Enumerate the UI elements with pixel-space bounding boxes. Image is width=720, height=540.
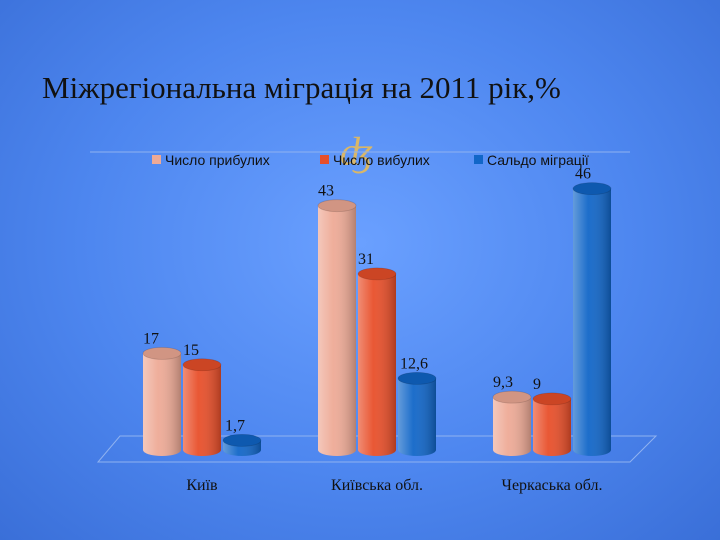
bar-київ-series-0 — [142, 347, 182, 456]
legend-entry-2: Сальдо міграції — [487, 152, 589, 168]
bar-київ-series-2 — [222, 433, 262, 456]
data-label-київська-обл-series-2: 12,6 — [400, 355, 428, 372]
legend-swatch-0 — [152, 155, 161, 164]
bar-черкаська-обл-series-2 — [572, 182, 612, 457]
bar-черкаська-обл-series-1 — [532, 392, 572, 456]
data-label-київ-series-1: 15 — [183, 342, 199, 359]
bar-київ-series-1 — [182, 358, 222, 456]
chart-bars — [142, 182, 612, 457]
legend-swatch-2 — [474, 155, 483, 164]
category-label-черкаська-обл: Черкаська обл. — [502, 477, 603, 494]
chart-floor — [96, 435, 658, 463]
bar-київська-обл-series-2 — [397, 372, 437, 456]
data-label-київ-series-0: 17 — [143, 330, 159, 347]
data-label-черкаська-обл-series-2: 46 — [575, 166, 591, 183]
bar-київська-обл-series-1 — [357, 267, 397, 456]
bar-черкаська-обл-series-0 — [492, 390, 532, 456]
chart-legend: Число прибулих Число вибулих Сальдо міграц… — [90, 151, 630, 168]
data-label-київська-обл-series-1: 31 — [358, 251, 374, 268]
bar-київська-обл-series-0 — [317, 199, 357, 456]
slide-title: Міжрегіональна міграція на 2011 рік,% — [42, 70, 561, 105]
category-label-київ: Київ — [186, 477, 218, 494]
data-label-черкаська-обл-series-1: 9 — [533, 376, 541, 393]
legend-entry-0: Число прибулих — [165, 152, 270, 168]
data-label-київська-обл-series-0: 43 — [318, 183, 334, 200]
floor-plane — [96, 435, 658, 463]
data-label-черкаська-обл-series-0: 9,3 — [493, 374, 513, 391]
chart-data-labels: 17 15 1,7 43 31 12,6 9,3 9 46 — [143, 166, 591, 435]
chart-category-labels: Київ Київська обл. Черкаська обл. — [186, 477, 602, 494]
data-label-київ-series-2: 1,7 — [225, 417, 245, 434]
category-label-київська-обл: Київська обл. — [331, 477, 423, 494]
legend-swatch-1 — [320, 155, 329, 164]
legend-entry-1: Число вибулих — [333, 152, 430, 168]
